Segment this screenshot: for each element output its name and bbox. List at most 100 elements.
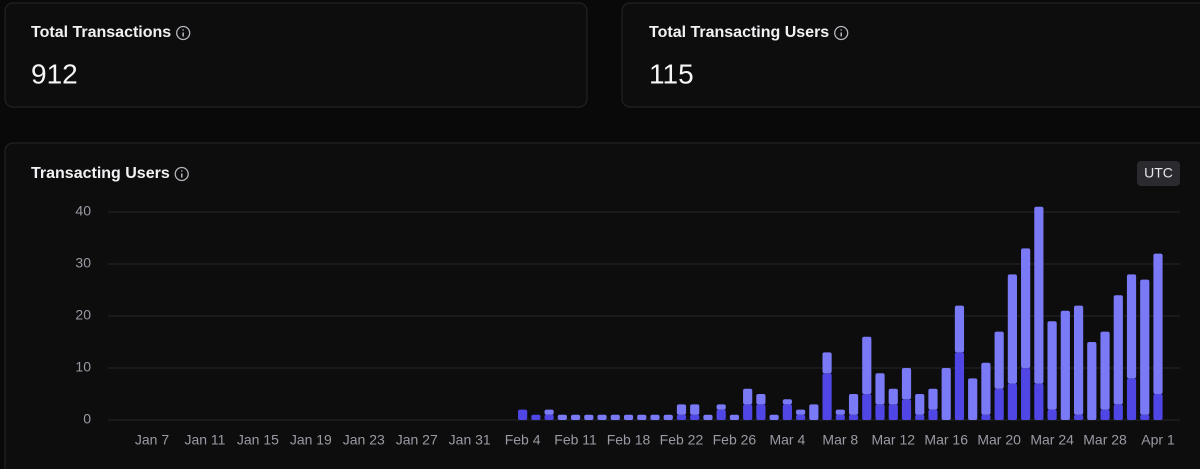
bar-segment — [690, 414, 700, 420]
bar-segment — [1007, 383, 1017, 420]
x-tick-label: Mar 8 — [822, 432, 858, 448]
bar-segment — [875, 404, 885, 420]
bar-segment — [637, 414, 647, 420]
x-tick-label: Mar 4 — [769, 432, 805, 448]
bar-segment — [928, 388, 938, 410]
bar-segment — [888, 404, 898, 420]
bar-segment — [597, 414, 607, 420]
bar-segment — [1126, 378, 1137, 420]
info-circle — [176, 25, 191, 41]
bar-segment — [875, 373, 885, 405]
bar-segment — [782, 399, 792, 405]
bar-segment — [915, 414, 925, 420]
bar-segment — [835, 414, 845, 420]
bar-segment — [650, 414, 660, 420]
bar-segment — [901, 368, 912, 400]
bar-segment — [888, 388, 898, 405]
bar-segment — [1047, 321, 1057, 410]
x-tick-label: Jan 15 — [237, 432, 279, 448]
bar-segment — [809, 404, 819, 420]
bar-segment — [915, 394, 925, 415]
bar-segment — [729, 414, 740, 420]
x-tick-label: Mar 16 — [924, 432, 968, 448]
y-tick-label: 30 — [75, 255, 91, 271]
card — [621, 2, 1200, 108]
x-tick-label: Feb 18 — [607, 432, 651, 448]
bar-segment — [822, 373, 832, 420]
info-icon[interactable] — [174, 166, 189, 182]
bar-segment — [928, 409, 938, 420]
bar-segment — [954, 352, 965, 420]
bar-segment — [531, 414, 541, 420]
bar-segment — [1100, 331, 1110, 410]
x-tick-label: Feb 11 — [554, 432, 597, 448]
x-tick-label: Apr 1 — [1141, 432, 1175, 448]
bar-segment — [1153, 253, 1163, 394]
info-circle — [174, 166, 189, 182]
card — [4, 2, 588, 108]
bar-segment — [1153, 394, 1163, 420]
bar-segment — [835, 409, 845, 415]
bar-segment — [1113, 295, 1123, 405]
x-tick-label: Jan 31 — [449, 432, 491, 448]
bar-segment — [1140, 414, 1150, 420]
bar-segment — [544, 409, 554, 415]
bar-segment — [1060, 310, 1070, 420]
y-tick-label: 0 — [83, 411, 91, 427]
x-tick-label: Jan 7 — [135, 432, 169, 448]
bar-segment — [848, 414, 859, 420]
bar-segment — [862, 336, 872, 394]
bar-segment — [676, 414, 687, 420]
bar-segment — [1100, 409, 1110, 420]
bar-segment — [570, 414, 581, 420]
bar-segment — [743, 404, 753, 420]
bar-segment — [557, 414, 567, 420]
card-value: 912 — [31, 58, 78, 89]
bar-segment — [1034, 383, 1044, 420]
bar-segment — [994, 331, 1004, 389]
bar-segment — [743, 388, 753, 405]
x-tick-label: Feb 4 — [505, 432, 541, 448]
bar-segment — [901, 399, 912, 420]
bar-segment — [584, 414, 594, 420]
bar-segment — [676, 404, 687, 415]
bar-segment — [610, 414, 620, 420]
info-icon[interactable] — [834, 25, 849, 41]
x-tick-label: Jan 11 — [184, 432, 225, 448]
x-tick-label: Mar 12 — [871, 432, 915, 448]
info-circle — [834, 25, 849, 41]
bar-segment — [796, 414, 806, 420]
bar-segment — [954, 305, 965, 353]
x-tick-label: Mar 24 — [1030, 432, 1074, 448]
info-icon[interactable] — [176, 25, 191, 41]
bar-segment — [968, 378, 978, 420]
bar-segment — [822, 352, 832, 374]
x-tick-label: Feb 26 — [713, 432, 757, 448]
x-tick-label: Jan 19 — [290, 432, 332, 448]
x-tick-label: Jan 23 — [343, 432, 385, 448]
bar-segment — [623, 414, 634, 420]
bar-segment — [981, 362, 991, 415]
bar-segment — [1113, 404, 1123, 420]
bar-segment — [1087, 342, 1097, 420]
bar-segment — [1007, 274, 1017, 384]
bar-segment — [1047, 409, 1057, 420]
bar-segment — [518, 409, 528, 420]
x-tick-label: Mar 20 — [977, 432, 1021, 448]
bar-segment — [1126, 274, 1137, 379]
chart-card — [4, 142, 1200, 469]
x-tick-label: Feb 22 — [660, 432, 704, 448]
bar-segment — [769, 414, 779, 420]
bar-segment — [703, 414, 713, 420]
card-title: Total Transacting Users — [649, 24, 829, 41]
bar-segment — [1021, 248, 1031, 368]
bar-segment — [1034, 206, 1044, 384]
bar-segment — [756, 394, 766, 405]
bar-segment — [1073, 305, 1084, 415]
timezone-badge[interactable] — [1137, 161, 1180, 186]
timezone-label[interactable]: UTC — [1144, 165, 1173, 181]
x-tick-label: Jan 27 — [396, 432, 438, 448]
bar-segment — [1021, 368, 1031, 420]
